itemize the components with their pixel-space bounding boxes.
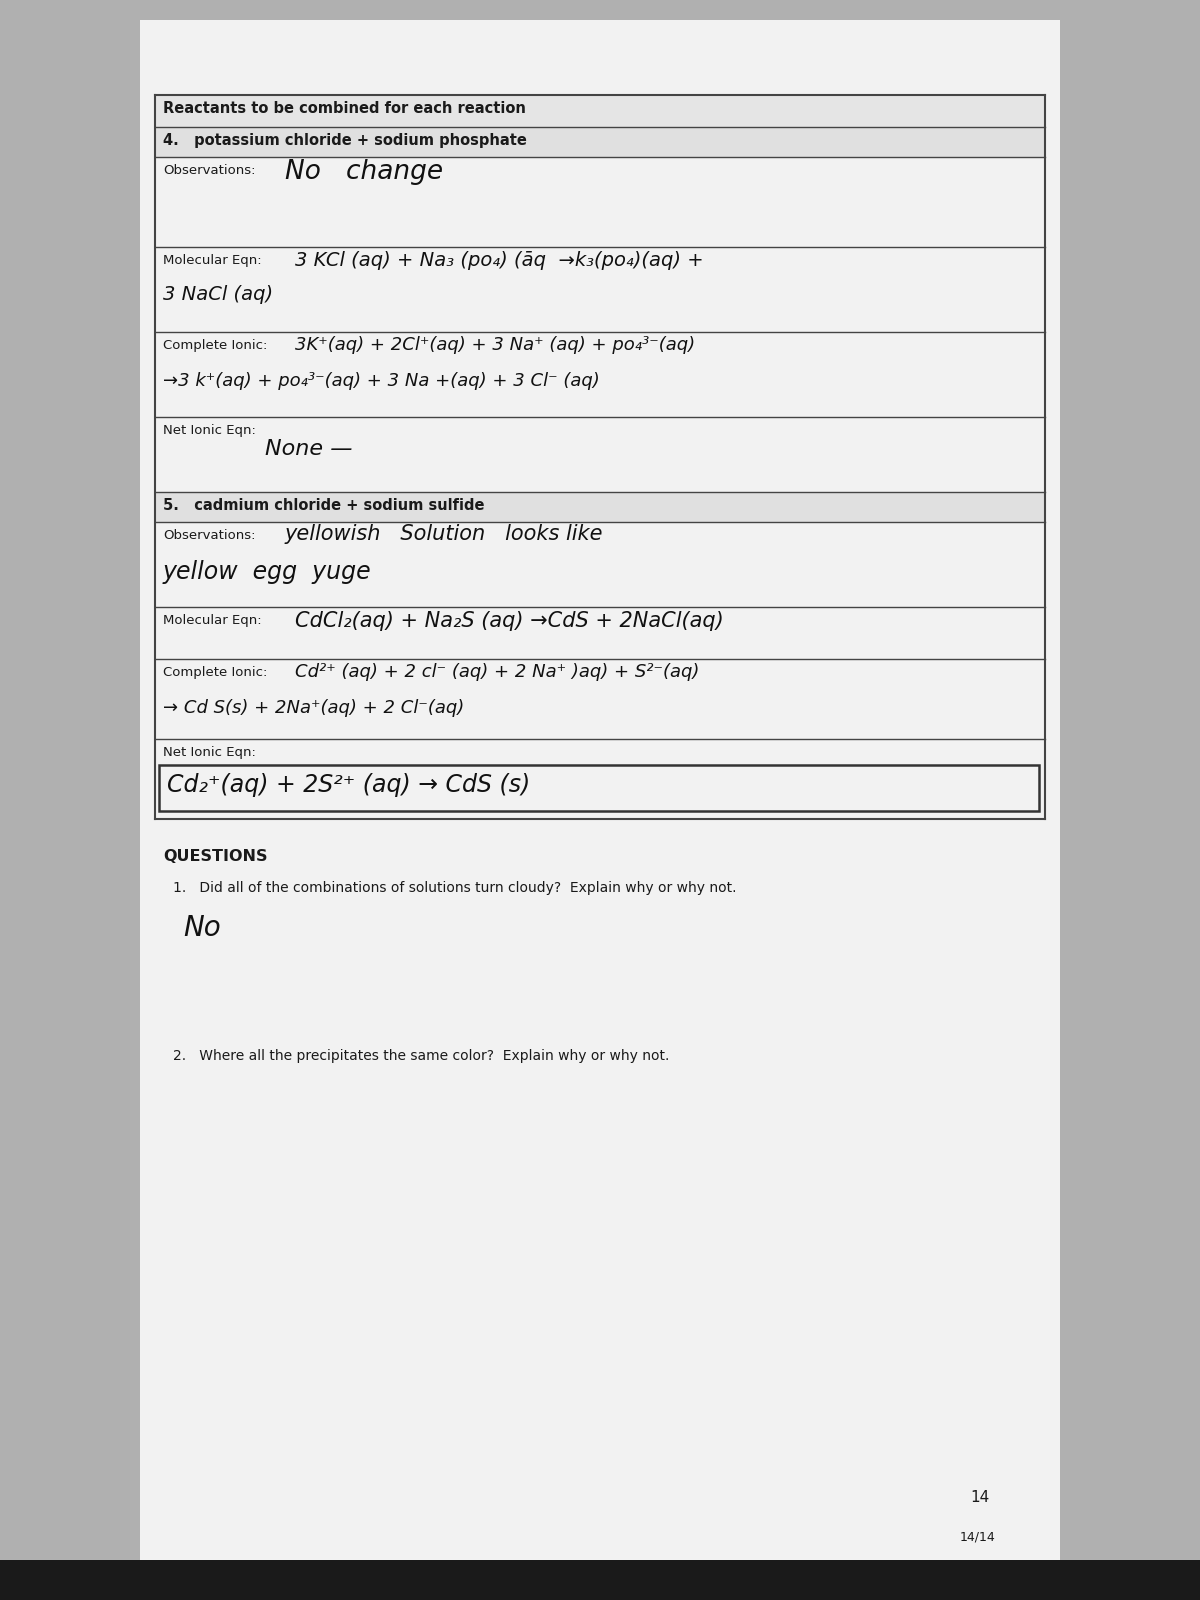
Text: None —: None — bbox=[265, 438, 353, 459]
Polygon shape bbox=[140, 19, 1060, 1560]
Text: 14/14: 14/14 bbox=[960, 1530, 996, 1542]
Polygon shape bbox=[155, 94, 1045, 126]
Text: Net Ionic Eqn:: Net Ionic Eqn: bbox=[163, 746, 256, 758]
Text: Observations:: Observations: bbox=[163, 165, 256, 178]
Text: No: No bbox=[182, 914, 221, 942]
Text: →3 k⁺(aq) + po₄³⁻(aq) + 3 Na +(aq) + 3 Cl⁻ (aq): →3 k⁺(aq) + po₄³⁻(aq) + 3 Na +(aq) + 3 C… bbox=[163, 371, 600, 390]
Text: 3K⁺(aq) + 2Cl⁺(aq) + 3 Na⁺ (aq) + po₄³⁻(aq): 3K⁺(aq) + 2Cl⁺(aq) + 3 Na⁺ (aq) + po₄³⁻(… bbox=[295, 336, 695, 354]
Text: Net Ionic Eqn:: Net Ionic Eqn: bbox=[163, 424, 256, 437]
Text: 14: 14 bbox=[970, 1490, 989, 1506]
Text: yellowish   Solution   looks like: yellowish Solution looks like bbox=[286, 525, 604, 544]
Text: Complete Ionic:: Complete Ionic: bbox=[163, 339, 268, 352]
Text: 5.   cadmium chloride + sodium sulfide: 5. cadmium chloride + sodium sulfide bbox=[163, 498, 485, 514]
Text: Reactants to be combined for each reaction: Reactants to be combined for each reacti… bbox=[163, 101, 526, 117]
Text: QUESTIONS: QUESTIONS bbox=[163, 850, 268, 864]
Text: Observations:: Observations: bbox=[163, 530, 256, 542]
Text: 4.   potassium chloride + sodium phosphate: 4. potassium chloride + sodium phosphate bbox=[163, 133, 527, 149]
Polygon shape bbox=[155, 126, 1045, 157]
Text: yellow  egg  yuge: yellow egg yuge bbox=[163, 560, 372, 584]
Text: Molecular Eqn:: Molecular Eqn: bbox=[163, 254, 262, 267]
Polygon shape bbox=[155, 493, 1045, 522]
Text: Cd²⁺ (aq) + 2 cl⁻ (aq) + 2 Na⁺ )aq) + S²⁻(aq): Cd²⁺ (aq) + 2 cl⁻ (aq) + 2 Na⁺ )aq) + S²… bbox=[295, 662, 700, 682]
Text: CdCl₂(aq) + Na₂S (aq) →CdS + 2NaCl(aq): CdCl₂(aq) + Na₂S (aq) →CdS + 2NaCl(aq) bbox=[295, 611, 724, 630]
Text: Complete Ionic:: Complete Ionic: bbox=[163, 666, 268, 678]
Text: → Cd S(s) + 2Na⁺(aq) + 2 Cl⁻(aq): → Cd S(s) + 2Na⁺(aq) + 2 Cl⁻(aq) bbox=[163, 699, 464, 717]
Polygon shape bbox=[0, 1560, 1200, 1600]
Text: 3 KCl (aq) + Na₃ (po₄) (āq  →k₃(po₄)(aq) +: 3 KCl (aq) + Na₃ (po₄) (āq →k₃(po₄)(aq) … bbox=[295, 251, 703, 270]
Text: 1.   Did all of the combinations of solutions turn cloudy?  Explain why or why n: 1. Did all of the combinations of soluti… bbox=[173, 882, 737, 894]
Text: 3 NaCl (aq): 3 NaCl (aq) bbox=[163, 285, 274, 304]
Text: Cd₂⁺(aq) + 2S²⁺ (aq) → CdS (s): Cd₂⁺(aq) + 2S²⁺ (aq) → CdS (s) bbox=[167, 773, 530, 797]
Text: No   change: No change bbox=[286, 158, 443, 186]
Text: 2.   Where all the precipitates the same color?  Explain why or why not.: 2. Where all the precipitates the same c… bbox=[173, 1050, 670, 1062]
Text: Molecular Eqn:: Molecular Eqn: bbox=[163, 614, 262, 627]
